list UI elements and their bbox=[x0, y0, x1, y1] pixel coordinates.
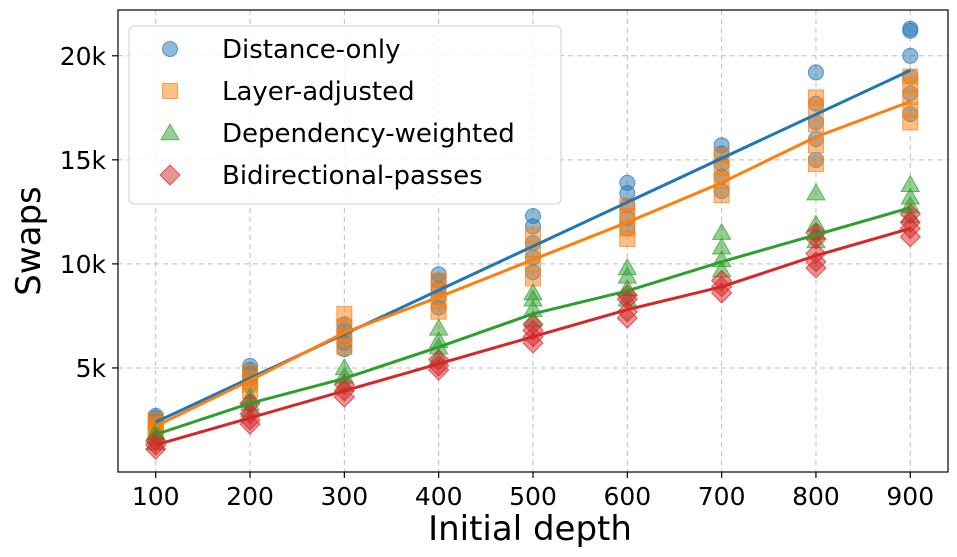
data-point bbox=[713, 187, 730, 204]
legend-item: Layer-adjusted bbox=[162, 77, 415, 107]
data-point bbox=[522, 313, 544, 335]
trend-line bbox=[155, 206, 911, 436]
legend-marker bbox=[162, 41, 178, 57]
y-tick-label: 20k bbox=[60, 42, 107, 71]
x-tick-label: 900 bbox=[886, 482, 934, 511]
data-point bbox=[336, 305, 353, 322]
legend-label: Bidirectional-passes bbox=[222, 161, 483, 191]
x-tick-label: 100 bbox=[132, 482, 180, 511]
y-tick-label: 15k bbox=[60, 146, 107, 175]
x-tick-label: 600 bbox=[603, 482, 651, 511]
legend-marker bbox=[159, 164, 181, 186]
trend-line bbox=[155, 100, 911, 428]
y-tick-label: 10k bbox=[60, 250, 107, 279]
data-point bbox=[428, 318, 449, 336]
data-point bbox=[902, 20, 919, 37]
series-bidirectional-passes bbox=[145, 203, 921, 460]
data-point bbox=[900, 174, 921, 193]
y-axis-title: Swaps bbox=[9, 186, 49, 296]
trend-line bbox=[155, 227, 911, 447]
x-axis-title: Initial depth bbox=[428, 509, 632, 549]
legend-marker bbox=[162, 83, 178, 99]
data-point bbox=[617, 258, 638, 276]
data-point bbox=[523, 283, 543, 301]
y-tick-label: 5k bbox=[76, 354, 107, 383]
legend-box bbox=[128, 25, 562, 205]
legend-item: Bidirectional-passes bbox=[159, 161, 483, 191]
data-point bbox=[525, 226, 541, 243]
x-tick-label: 700 bbox=[698, 482, 746, 511]
data-layer bbox=[145, 20, 921, 460]
data-point bbox=[430, 272, 447, 289]
legend-label: Distance-only bbox=[222, 35, 401, 65]
legend-label: Layer-adjusted bbox=[222, 77, 415, 107]
legend-marker bbox=[160, 122, 180, 141]
data-point bbox=[525, 208, 541, 225]
data-point bbox=[619, 174, 636, 191]
x-tick-label: 200 bbox=[226, 482, 274, 511]
data-point bbox=[806, 183, 826, 201]
data-point bbox=[807, 116, 824, 133]
data-point bbox=[711, 237, 732, 255]
data-point bbox=[807, 89, 824, 106]
legend-label: Dependency-weighted bbox=[222, 119, 515, 149]
x-tick-label: 500 bbox=[509, 482, 557, 511]
x-tick-label: 300 bbox=[321, 482, 369, 511]
legend-item: Dependency-weighted bbox=[160, 119, 515, 149]
legend-item: Distance-only bbox=[162, 35, 401, 65]
data-point bbox=[711, 222, 732, 240]
x-tick-label: 800 bbox=[792, 482, 840, 511]
data-point bbox=[145, 430, 167, 452]
data-point bbox=[807, 156, 824, 172]
axes: 100 200 300 400 500 600 700 800 900 5k 10k 15k 20k bbox=[60, 42, 934, 511]
data-point bbox=[902, 47, 919, 64]
data-point bbox=[807, 64, 824, 81]
x-tick-label: 400 bbox=[415, 482, 463, 511]
legend: Distance-only Layer-adjusted Dependency-we… bbox=[128, 25, 562, 205]
